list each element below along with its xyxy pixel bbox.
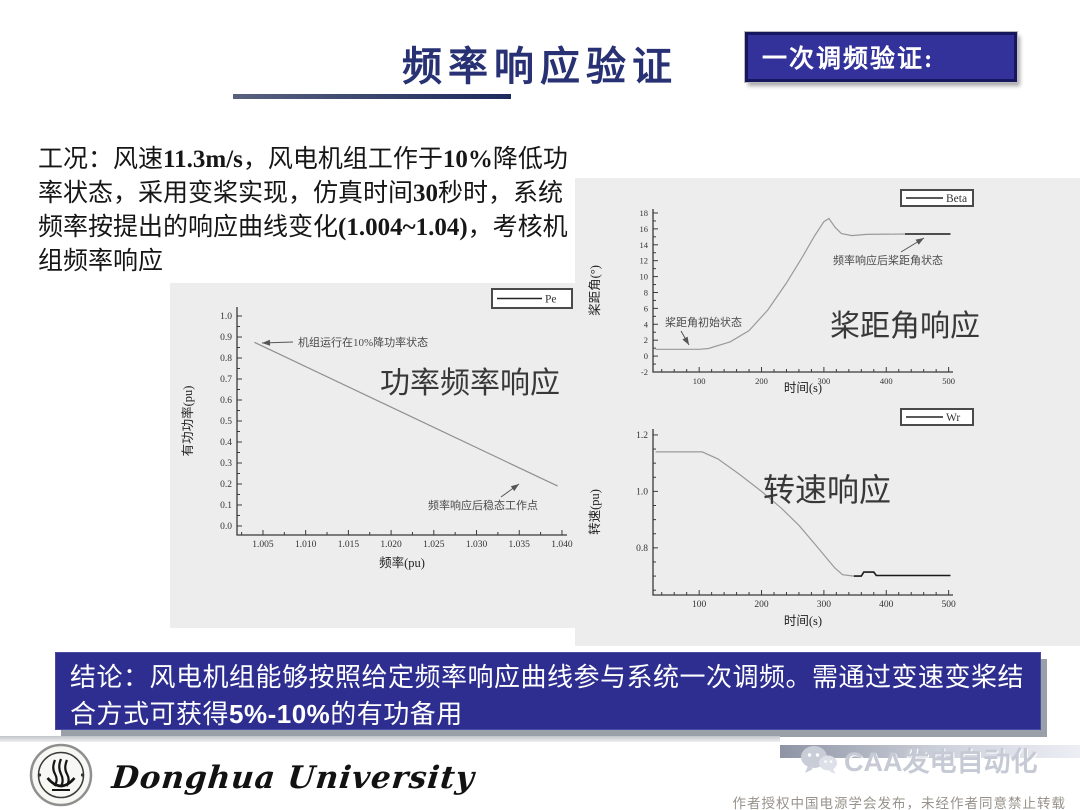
svg-text:100: 100 [693,376,706,386]
conclusion-segment: 5%-10% [229,698,331,729]
svg-text:频率(pu): 频率(pu) [379,555,425,570]
watermark: CAA发电自动化 [800,740,1038,779]
svg-text:1.2: 1.2 [636,431,648,441]
svg-text:200: 200 [754,600,769,610]
svg-text:8: 8 [644,287,648,297]
footer-divider [0,736,780,742]
svg-text:0.9: 0.9 [220,333,232,343]
svg-text:2: 2 [644,335,648,345]
watermark-text: CAA发电自动化 [844,747,1038,777]
svg-text:频率响应后桨距角状态: 频率响应后桨距角状态 [833,253,943,267]
wechat-icon [801,745,837,774]
svg-text:500: 500 [942,376,955,386]
svg-text:0.4: 0.4 [220,438,232,448]
svg-text:时间(s): 时间(s) [784,614,822,628]
condition-paragraph: 工况：风速11.3m/s，风电机组工作于10%降低功率状态，采用变桨实现，仿真时… [38,143,570,279]
condition-segment: 工况：风速 [38,146,164,173]
svg-text:0.1: 0.1 [220,501,232,511]
svg-text:1.015: 1.015 [338,540,360,550]
svg-text:1.005: 1.005 [252,540,274,550]
condition-segment: 10% [442,146,493,173]
power-frequency-chart: 1.005 1.010 1.015 1.020 1.025 1.030 1.035 1.040… [180,288,573,570]
svg-text:0.8: 0.8 [636,544,648,554]
condition-segment: ，考核机组频率响应 [38,214,568,275]
svg-text:1.0: 1.0 [636,487,648,497]
svg-text:4: 4 [644,319,649,329]
svg-text:1.010: 1.010 [295,540,317,550]
condition-segment: (1.004~1.04) [338,214,468,241]
svg-text:1.030: 1.030 [466,540,488,550]
svg-text:有功功率(pu): 有功功率(pu) [180,386,195,457]
university-name: Donghua University [110,760,477,796]
svg-text:1.035: 1.035 [509,540,531,550]
condition-segment: 11.3m/s [163,146,243,173]
power-frequency-chart-panel: 1.005 1.010 1.015 1.020 1.025 1.030 1.035 1.040… [170,283,590,628]
primary-regulation-badge: 一次调频验证: [745,32,1017,82]
svg-text:0.3: 0.3 [220,459,232,469]
condition-segment: 秒时，系统频率按提出的响应曲线变化 [38,180,564,241]
svg-text:0.0: 0.0 [220,522,232,532]
pitch-angle-chart: 100 200 300 400 500 -2 0 2 4 6 8 10 12 14 16 18 时间(s) 桨距角… [588,189,980,395]
watermark-band [780,745,1080,758]
svg-text:桨距角(°): 桨距角(°) [588,265,602,316]
svg-text:桨距角初始状态: 桨距角初始状态 [665,315,742,329]
svg-text:12: 12 [640,256,649,266]
svg-text:400: 400 [880,376,893,386]
svg-text:16: 16 [640,224,649,234]
svg-text:10: 10 [640,272,649,282]
svg-text:100: 100 [692,600,707,610]
svg-text:0.5: 0.5 [220,417,232,427]
svg-text:300: 300 [818,376,831,386]
svg-text:时间(s): 时间(s) [784,381,822,395]
svg-text:14: 14 [640,240,649,250]
svg-text:300: 300 [817,600,832,610]
conclusion-segment: 结论：风电机组能够按照给定频率响应曲线参与系统一次调频。需通过变速变桨结合方式可… [70,662,1025,729]
svg-text:-2: -2 [641,367,648,377]
right-charts-panel: 100 200 300 400 500 -2 0 2 4 6 8 10 12 14 16 18 时间(s) 桨距角… [575,178,1080,646]
svg-text:转速响应: 转速响应 [763,472,891,508]
condition-segment: 30 [413,180,439,207]
svg-text:0.8: 0.8 [220,354,232,364]
svg-text:Beta: Beta [946,193,967,205]
page-title: 频率响应验证 [402,44,678,89]
svg-text:Wr: Wr [946,412,960,424]
svg-text:机组运行在10%降功率状态: 机组运行在10%降功率状态 [298,335,428,349]
svg-text:1.025: 1.025 [423,540,445,550]
svg-text:0.6: 0.6 [220,396,232,406]
condition-segment: ，风电机组工作于 [242,146,443,173]
svg-text:0: 0 [644,351,648,361]
svg-text:1.0: 1.0 [220,312,232,322]
svg-text:500: 500 [942,600,957,610]
university-logo-icon [29,743,93,807]
svg-text:6: 6 [644,303,648,313]
svg-text:0.2: 0.2 [220,480,232,490]
svg-text:功率频率响应: 功率频率响应 [380,367,560,400]
svg-text:18: 18 [640,208,649,218]
svg-text:1.040: 1.040 [551,540,573,550]
conclusion-box: 结论：风电机组能够按照给定频率响应曲线参与系统一次调频。需通过变速变桨结合方式可… [55,652,1041,730]
svg-text:Pe: Pe [545,294,557,306]
copyright-text: 作者授权中国电源学会发布，未经作者同意禁止转载 [732,796,1066,810]
rotor-speed-chart: 100 200 300 400 500 0.8 1.0 1.2 时间(s) 转速(pu) Wr 转速响… [587,408,974,628]
svg-text:频率响应后稳态工作点: 频率响应后稳态工作点 [428,498,538,512]
svg-text:桨距角响应: 桨距角响应 [830,310,980,343]
title-underline [233,94,511,99]
conclusion-segment: 的有功备用 [330,698,463,729]
svg-text:0.7: 0.7 [220,375,232,385]
condition-segment: 降低功率状态，采用变桨实现，仿真时间 [38,146,568,207]
svg-text:400: 400 [879,600,894,610]
svg-text:1.020: 1.020 [380,540,402,550]
svg-text:转速(pu): 转速(pu) [587,489,602,535]
svg-text:200: 200 [755,376,768,386]
